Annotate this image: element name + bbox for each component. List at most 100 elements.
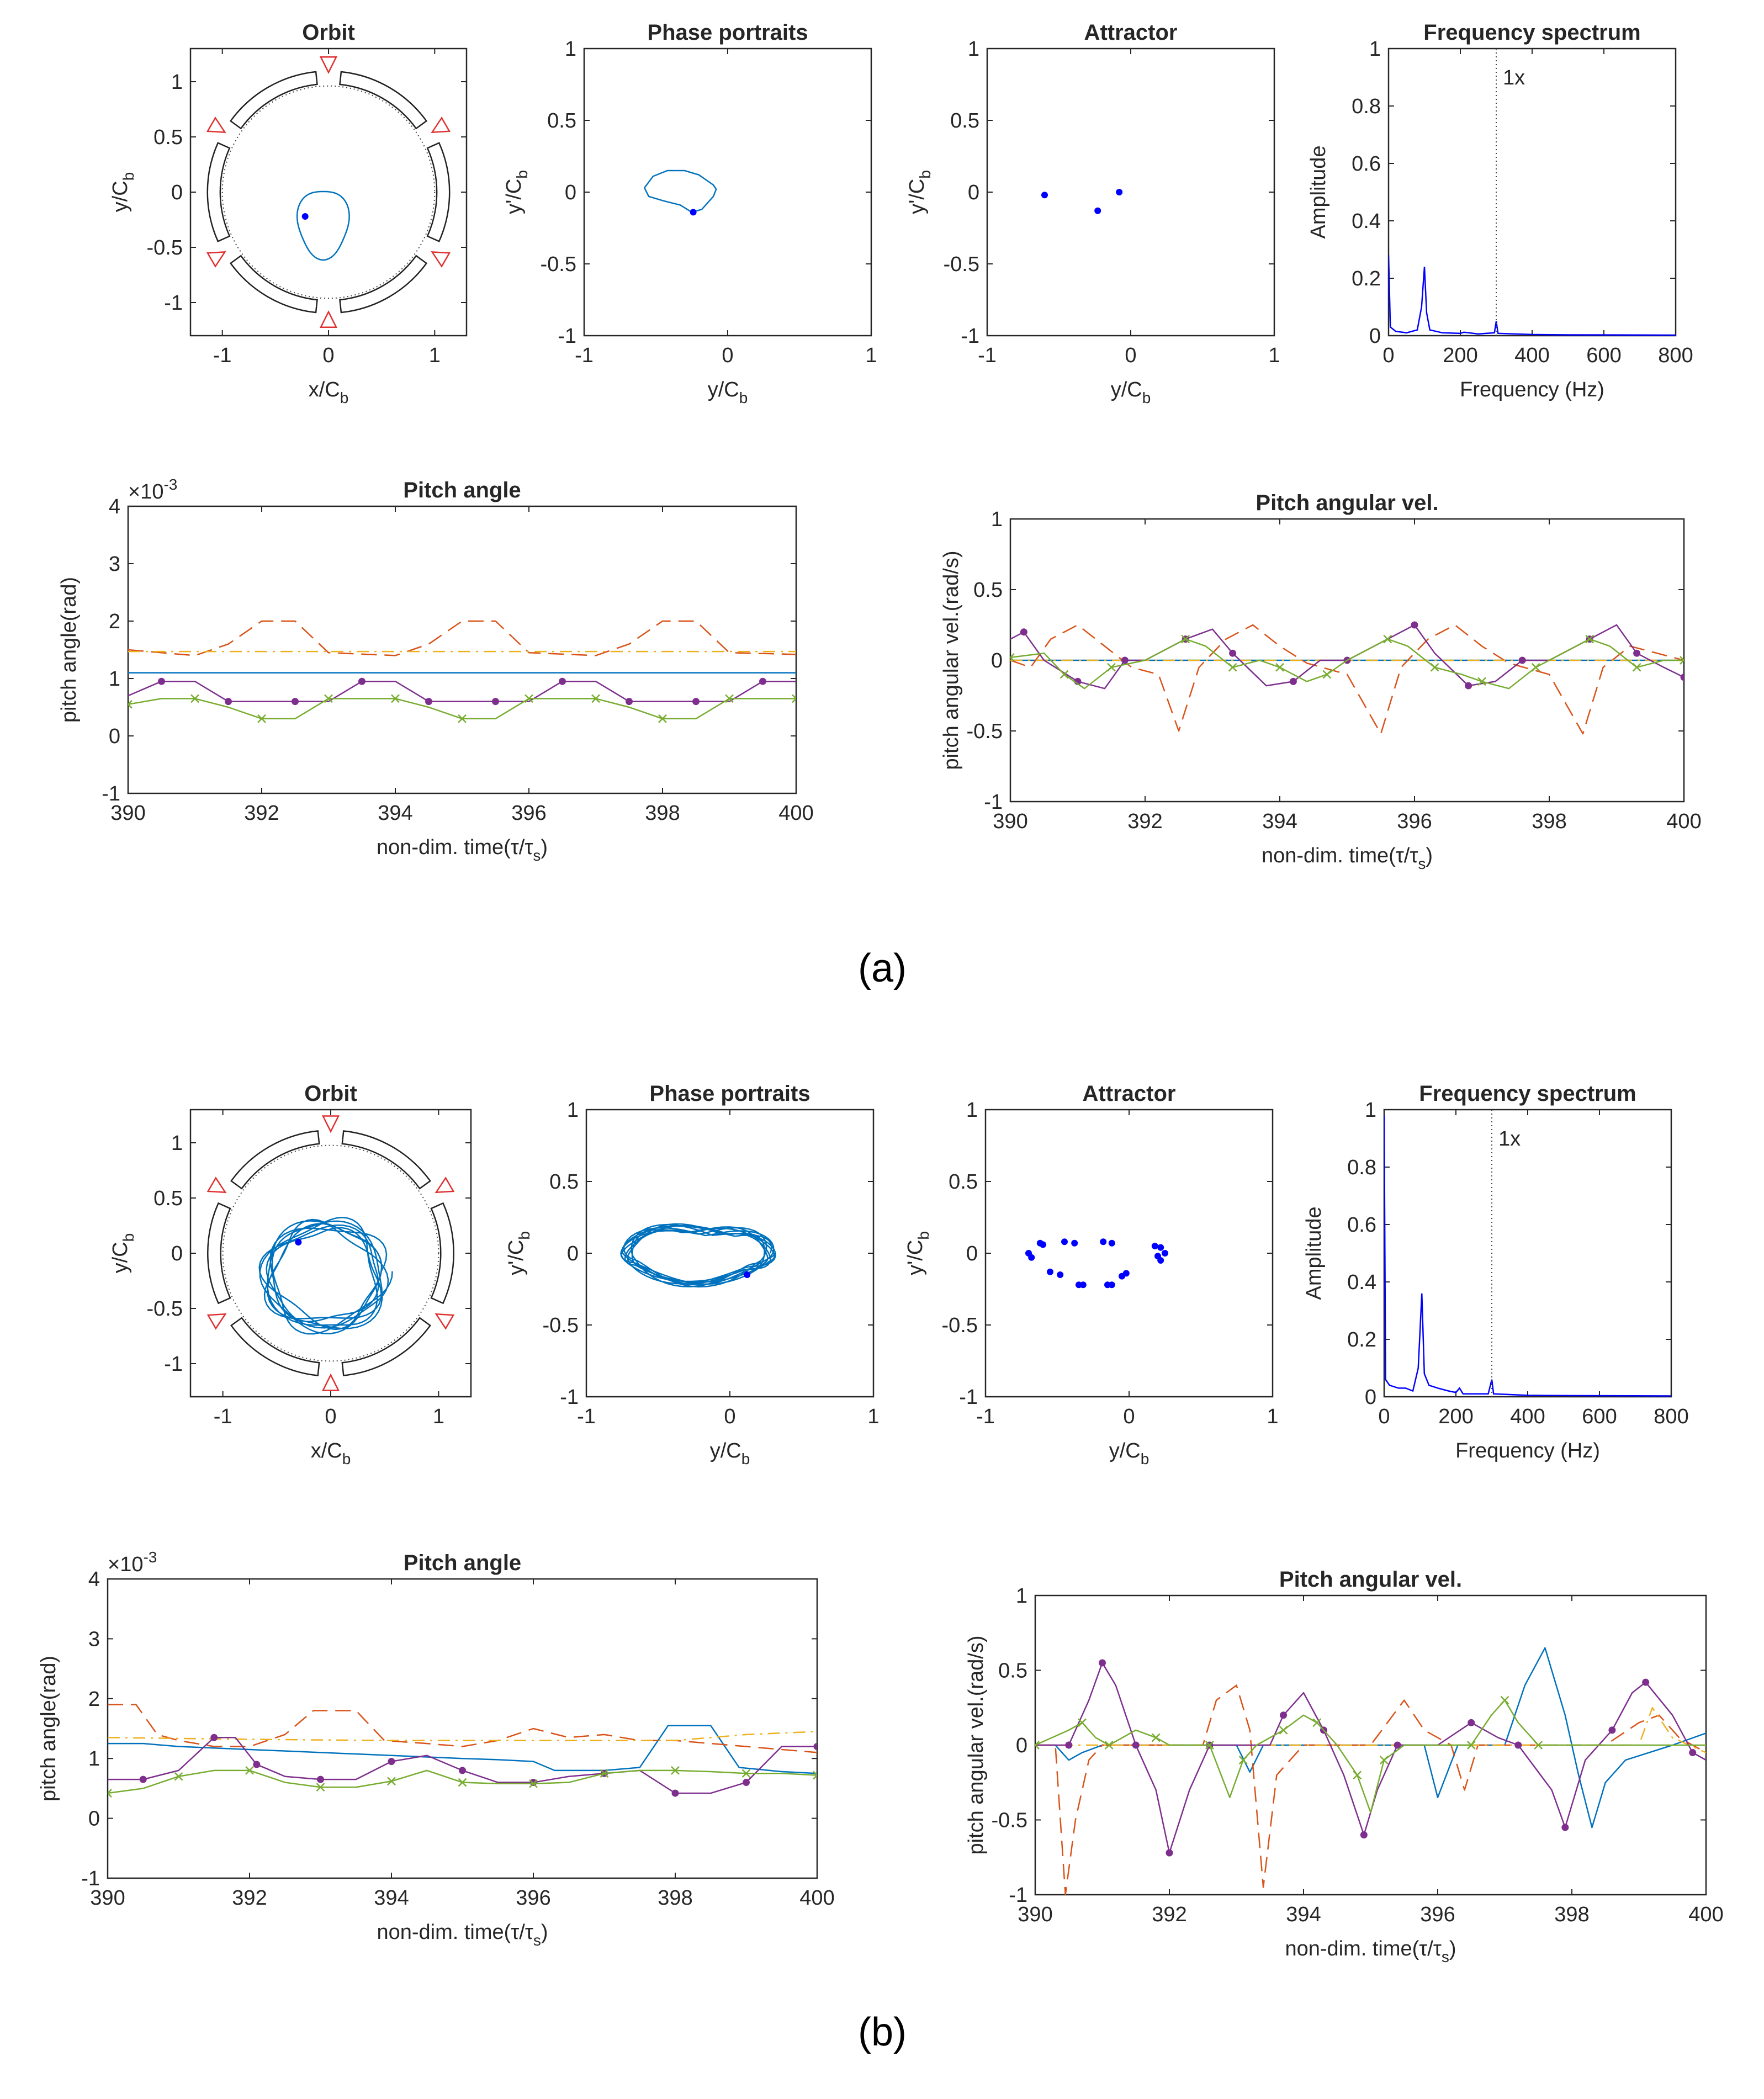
a-orbit-ytick-label: 1 xyxy=(171,71,183,94)
b-attractor-ytick-label: -0.5 xyxy=(942,1314,978,1337)
a-pitch-series-purple-marker xyxy=(492,698,499,706)
b-orbit-bearing-pad xyxy=(341,1130,431,1190)
b-spectrum-spectrum-line xyxy=(1384,1115,1671,1397)
b-pitchvel-ytick-label: 0 xyxy=(1016,1734,1027,1757)
a-phase-axes-box xyxy=(583,47,872,337)
a-phase-ytick-label: -0.5 xyxy=(541,253,576,276)
a-pitchvel-series-green-marker xyxy=(1430,662,1439,672)
a-orbit-load-arrow xyxy=(431,251,451,268)
b-orbit-ytick-label: 0 xyxy=(171,1242,183,1265)
a-attractor-xlabel: y/Cb xyxy=(1111,378,1151,406)
a-phase-ytick-label: -1 xyxy=(558,325,576,348)
b-attractor-attractor-point xyxy=(1154,1253,1161,1260)
b-attractor-attractor-point xyxy=(1028,1254,1035,1261)
a-pitch-series-green-marker xyxy=(525,694,533,703)
a-pitch-xtick-label: 392 xyxy=(244,802,279,825)
a-spectrum-axes-box xyxy=(1387,47,1677,337)
b-attractor-xtick-label: 0 xyxy=(1123,1405,1135,1428)
a-attractor-ytick-label: 0 xyxy=(968,181,979,204)
a-pitch-title: Pitch angle xyxy=(403,478,521,502)
b-phase-chart: -1 0 1 -1 -0.5 0 0.5 1 Phase portraits y/Cb y'/Cb xyxy=(505,1082,880,1467)
b-spectrum-xtick-label: 400 xyxy=(1510,1405,1545,1428)
b-spectrum-chart: 0 200 400 600 800 0 0.2 0.4 0.6 0.8 1 Frequency spe… xyxy=(1302,1082,1689,1462)
b-attractor-attractor-point xyxy=(1057,1271,1064,1278)
b-pitchvel-series-green-marker xyxy=(1500,1695,1509,1705)
b-pitchvel-series-green-marker xyxy=(1151,1733,1161,1742)
b-attractor-chart: -1 0 1 -1 -0.5 0 0.5 1 Attractor y/Cb y'/Cb xyxy=(904,1082,1279,1467)
b-pitchvel-series-green-marker xyxy=(1205,1741,1214,1750)
b-pitch-xlabel: non-dim. time(τ/τs) xyxy=(377,1921,548,1949)
b-pitchvel-series-purple-marker xyxy=(1132,1741,1140,1749)
a-spectrum-xtick-label: 200 xyxy=(1443,344,1477,367)
b-pitchvel-series-purple-marker xyxy=(1099,1659,1106,1667)
a-spectrum-ylabel: Amplitude xyxy=(1307,146,1330,239)
b-attractor-attractor-point xyxy=(1151,1243,1158,1249)
a-orbit-clearance-circle xyxy=(221,85,436,299)
b-orbit-bearing-pad xyxy=(430,1202,454,1305)
b-attractor-plot-area xyxy=(1025,1238,1168,1289)
b-spectrum-ytick-label: 0.8 xyxy=(1347,1156,1376,1179)
b-pitchvel-xtick-label: 396 xyxy=(1420,1903,1455,1926)
b-pitchvel-series-yellow xyxy=(1035,1707,1706,1753)
a-orbit-bearing-pad xyxy=(229,255,318,314)
b-orbit-bearing-pad xyxy=(230,1317,320,1376)
b-pitchvel-series-green-marker xyxy=(1466,1741,1476,1750)
b-attractor-attractor-point xyxy=(1122,1270,1130,1277)
a-pitch-series-green-marker xyxy=(591,694,600,703)
b-pitchvel-xtick-label: 398 xyxy=(1554,1903,1589,1926)
a-phase-xtick-label: 1 xyxy=(865,344,877,367)
a-phase-ytick-label: 1 xyxy=(565,38,576,61)
b-spectrum-ytick-label: 0 xyxy=(1365,1386,1376,1409)
b-pitchvel-title: Pitch angular vel. xyxy=(1279,1567,1462,1592)
b-pitch-xtick-label: 390 xyxy=(90,1886,125,1910)
a-pitchvel-ylabel: pitch angular vel.(rad/s) xyxy=(940,550,963,770)
a-phase-chart: -1 0 1 -1 -0.5 0 0.5 1 Phase portraits y/Cb y'/Cb xyxy=(502,20,877,406)
b-orbit-load-arrow xyxy=(435,1176,455,1194)
plots-layer: -1 0 1 -1 -0.5 0 0.5 1 Orbit x/Cb y/Cb -1 0 1-1-0.500… xyxy=(37,20,1724,1965)
a-pitchvel-xtick-label: 390 xyxy=(993,810,1027,833)
b-spectrum-xtick-label: 200 xyxy=(1438,1405,1473,1428)
a-pitchvel-series-purple-marker xyxy=(1633,649,1641,657)
b-pitchvel-series-purple-marker xyxy=(1280,1711,1288,1719)
a-pitch-exponent: ×10-3 xyxy=(128,476,177,503)
b-pitch-xtick-label: 394 xyxy=(374,1886,409,1910)
a-attractor-chart: -1 0 1 -1 -0.5 0 0.5 1 Attractor y/Cb y'/Cb xyxy=(905,20,1280,406)
b-pitch-series-purple-marker xyxy=(210,1734,218,1741)
b-pitch-series-purple-marker xyxy=(317,1775,324,1783)
a-orbit-xlabel: x/Cb xyxy=(309,378,349,406)
b-pitchvel-ytick-label: 0.5 xyxy=(998,1660,1027,1683)
b-pitch-series-green-marker xyxy=(245,1766,254,1775)
b-phase-ytick-label: 1 xyxy=(567,1099,579,1122)
b-pitchvel-ylabel: pitch angular vel.(rad/s) xyxy=(965,1635,988,1854)
b-pitchvel-series-purple-marker xyxy=(1642,1678,1650,1686)
a-attractor-ytick-label: 0.5 xyxy=(950,109,979,132)
b-orbit-title: Orbit xyxy=(304,1082,357,1106)
b-pitch-series-orange xyxy=(108,1704,817,1753)
b-pitch-series-green-marker xyxy=(458,1778,467,1787)
a-pitchvel-plot-area xyxy=(1010,621,1684,735)
a-pitchvel-xtick-label: 398 xyxy=(1532,810,1566,833)
b-pitchvel-series-green-marker xyxy=(1104,1741,1114,1750)
b-pitch-series-green-marker xyxy=(108,1789,112,1798)
a-pitchvel-series-green-marker xyxy=(1181,634,1190,644)
a-phase-plot-area xyxy=(644,169,717,216)
b-phase-ylabel: y'/Cb xyxy=(505,1231,533,1275)
a-phase-marker-point xyxy=(690,209,697,216)
b-spectrum-ytick-label: 0.6 xyxy=(1347,1213,1376,1237)
a-pitch-series-purple-marker xyxy=(292,698,299,706)
a-pitchvel-series-purple-marker xyxy=(1680,674,1684,681)
b-pitchvel-series-purple-marker xyxy=(1166,1849,1173,1857)
a-spectrum-xtick-label: 800 xyxy=(1658,344,1693,367)
b-pitchvel-series-green-marker xyxy=(1312,1718,1322,1727)
b-pitch-xtick-label: 392 xyxy=(232,1886,267,1910)
b-spectrum-plot-area xyxy=(1384,1110,1671,1397)
b-pitch-ytick-label: 4 xyxy=(88,1568,100,1591)
b-pitchvel-series-purple-marker xyxy=(1394,1741,1401,1749)
b-pitch-ylabel: pitch angle(rad) xyxy=(37,1656,60,1801)
a-phase-xtick-label: 0 xyxy=(722,344,733,367)
b-attractor-axes-box xyxy=(984,1109,1274,1398)
a-pitchvel-ytick-label: -1 xyxy=(984,791,1003,814)
b-orbit-load-arrow xyxy=(435,1313,455,1330)
b-pitchvel-series-green xyxy=(1035,1699,1706,1814)
a-pitchvel-series-green-marker xyxy=(1228,662,1237,672)
